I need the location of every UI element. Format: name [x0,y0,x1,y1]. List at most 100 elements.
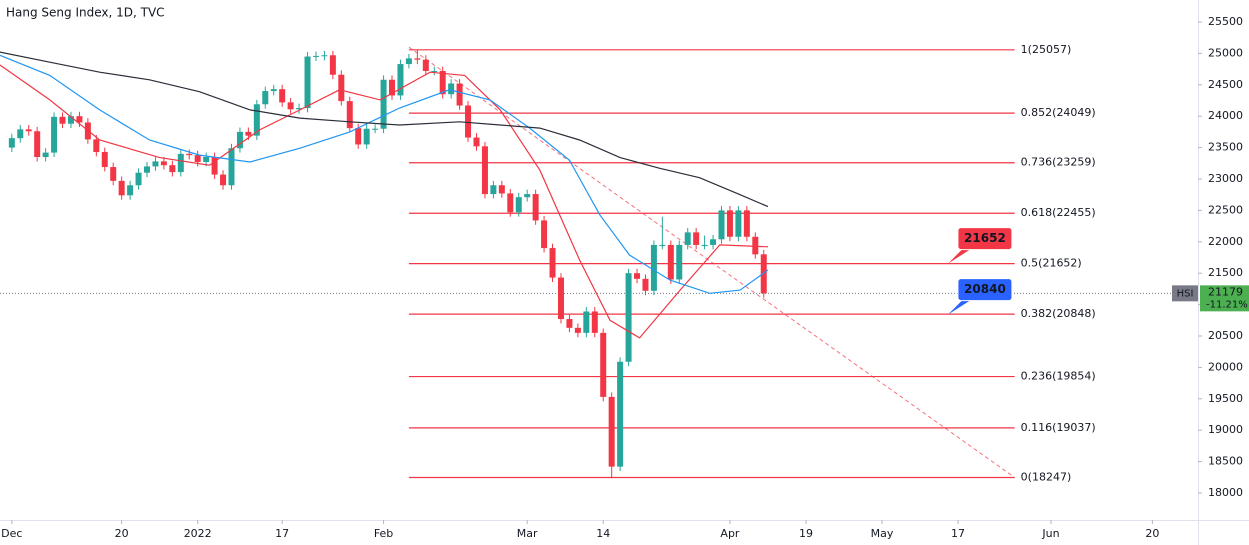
fib-label: 0.382(20848) [1021,307,1096,320]
fib-label: 0.236(19854) [1021,370,1096,383]
price-change: -11.21% [1206,299,1248,310]
y-tick-label: 25000 [1208,46,1243,59]
candle-body [718,210,725,240]
callout-label: 20840 [964,282,1006,296]
candle-body [456,83,463,106]
x-tick-label: 2022 [184,527,212,540]
candle-body [42,152,49,158]
candle-body [93,139,100,152]
candle-body [118,180,125,196]
callout-pointer [947,249,970,264]
candle-body [194,155,201,163]
candle-body [667,244,674,280]
candle-body [363,128,370,145]
candle-body [236,131,243,149]
price-tag [1200,285,1249,312]
candle-body [448,83,455,95]
candle-body [203,157,210,163]
y-tick-label: 20000 [1208,360,1243,373]
callout-pointer [947,300,970,315]
y-tick-label: 20500 [1208,329,1243,342]
moving-average [0,54,769,294]
x-tick-label: Jun [1041,527,1059,540]
candle-body [608,396,615,467]
candle-body [431,70,438,72]
candle-body [591,311,598,333]
y-tick-label: 23000 [1208,172,1243,185]
candle-body [583,311,590,333]
moving-average [0,64,769,339]
candle-body [465,105,472,138]
candle-body [600,332,607,397]
callout-label: 21652 [964,231,1006,245]
candle-body [228,148,235,186]
chart-title: Hang Seng Index, 1D, TVC [6,6,165,20]
x-tick-label: 17 [951,527,965,540]
candle-body [76,116,83,123]
fib-label: 0.618(22455) [1021,206,1096,219]
candle-body [321,55,328,57]
x-tick-label: 20 [1145,527,1159,540]
x-tick-label: 19 [799,527,813,540]
candle-body [760,254,767,294]
candle-body [253,104,260,136]
candle-body [270,89,277,92]
candle-body [296,108,303,110]
x-tick-label: May [871,527,894,540]
y-tick-label: 18000 [1208,486,1243,499]
candle-body [355,128,362,145]
fib-label: 1(25057) [1021,43,1072,56]
candle-body [160,161,167,166]
candle-body [735,210,742,237]
candle-body [676,244,683,280]
symbol-tag [1172,285,1198,302]
candle-body [17,129,24,139]
y-tick-label: 25500 [1208,15,1243,28]
fib-label: 0(18247) [1021,470,1072,483]
candle-body [397,64,404,96]
candle-body [8,138,15,148]
x-tick-label: 17 [275,527,289,540]
candle-body [127,185,134,196]
x-tick-label: 20 [115,527,129,540]
candle-body [473,137,480,147]
candle-body [566,319,573,328]
candle-body [524,194,531,198]
candle-body [152,161,159,167]
candle-body [220,174,227,186]
candle-body [726,210,733,237]
candle-body [507,193,514,213]
y-tick-label: 24000 [1208,109,1243,122]
candle-body [287,102,294,110]
candle-body [701,244,708,246]
candle-body [684,232,691,245]
candle-body [693,232,700,245]
candle-body [498,185,505,194]
x-tick-label: Feb [374,527,393,540]
candle-body [25,129,32,132]
x-tick-label: Dec [1,527,22,540]
trendline [408,46,1015,478]
moving-average [0,51,769,208]
candle-body [245,131,252,136]
candle-body [549,248,556,278]
candle-body [67,116,74,124]
y-tick-label: 22500 [1208,203,1243,216]
y-tick-label: 23500 [1208,141,1243,154]
candle-body [135,172,142,186]
candle-body [541,220,548,249]
candle-body [279,89,286,103]
candle-body [211,157,218,175]
candle-body [532,194,539,221]
candle-body [338,74,345,102]
candle-body [262,91,269,105]
candle-body [439,70,446,95]
candle-body [177,153,184,173]
fib-label: 0.736(23259) [1021,156,1096,169]
candle-body [515,197,522,213]
candle-body [51,116,58,153]
callout-box [957,278,1013,302]
candle-body [557,277,564,320]
symbol-label: HSI [1177,288,1194,299]
